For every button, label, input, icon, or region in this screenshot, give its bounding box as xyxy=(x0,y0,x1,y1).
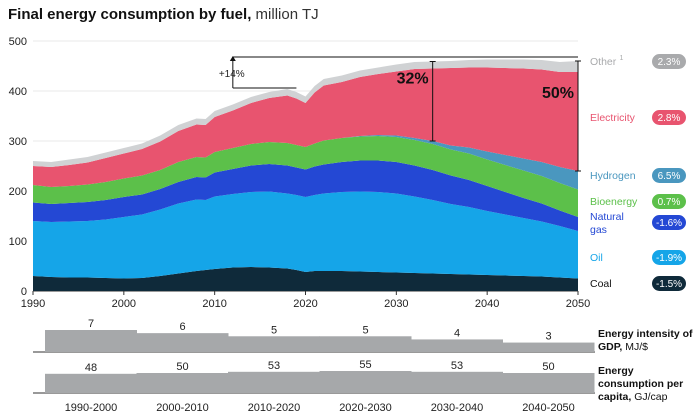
panel-bar-label: 6 xyxy=(179,321,185,333)
period-label: 1990-2000 xyxy=(65,402,118,414)
period-label: 2020-2030 xyxy=(339,402,392,414)
area-bioenergy xyxy=(33,136,578,217)
panel-label-per-capita-unit: GJ/cap xyxy=(634,391,668,403)
panel-label-intensity-unit: MJ/$ xyxy=(625,341,649,353)
panel-bar xyxy=(228,371,320,393)
area-natural-gas xyxy=(33,160,578,231)
panel-bar-label: 55 xyxy=(359,359,371,371)
x-tick-label: 2020 xyxy=(293,298,317,310)
area-oil xyxy=(33,191,578,279)
legend-badge xyxy=(652,194,686,209)
legend-label-other: Other xyxy=(590,56,617,68)
period-label: 2010-2020 xyxy=(248,402,301,414)
panel-label-intensity: Energy intensity of GDP, MJ/$ xyxy=(598,328,694,354)
legend-label-oil: Oil xyxy=(590,252,603,264)
x-tick-label: 2040 xyxy=(475,298,499,310)
x-tick-label: 2050 xyxy=(566,298,590,310)
legend-badge-value: 0.7% xyxy=(658,197,681,208)
y-tick-label: 300 xyxy=(9,136,27,148)
legend-badge-value: -1.6% xyxy=(656,218,682,229)
period-label: 2000-2010 xyxy=(156,402,209,414)
legend-footnote-other: 1 xyxy=(620,55,624,62)
legend-label-natural-gas: Natural xyxy=(590,211,624,223)
legend-badge-value: -1.5% xyxy=(656,279,682,290)
legend-badge-value: 6.5% xyxy=(658,171,681,182)
area-electricity xyxy=(33,67,578,187)
x-tick-label: 1990 xyxy=(21,298,45,310)
legend-badge xyxy=(652,276,686,291)
share-2050-label: 50% xyxy=(542,85,574,102)
legend-badge xyxy=(652,250,686,265)
y-tick-label: 0 xyxy=(21,286,27,298)
legend-badge xyxy=(652,110,686,125)
panel-bar-label: 50 xyxy=(176,361,188,373)
legend-badge-value: -1.9% xyxy=(656,253,682,264)
y-tick-label: 100 xyxy=(9,236,27,248)
panel-bar-label: 53 xyxy=(451,360,463,372)
legend-badge-value: 2.3% xyxy=(658,57,681,68)
period-label: 2040-2050 xyxy=(522,402,575,414)
x-tick-label: 2000 xyxy=(112,298,136,310)
panel-bar-label: 48 xyxy=(85,362,97,374)
panel-bar-label: 3 xyxy=(545,331,551,343)
panel-label-per-capita: Energy consumption per capita, GJ/cap xyxy=(598,365,694,404)
panel-bar xyxy=(136,333,229,352)
x-tick-label: 2030 xyxy=(384,298,408,310)
legend-label-coal: Coal xyxy=(590,278,612,290)
panel-bar-label: 5 xyxy=(271,324,277,336)
y-tick-label: 500 xyxy=(9,36,27,48)
panel-bar-label: 53 xyxy=(268,360,280,372)
legend-label-bioenergy: Bioenergy xyxy=(590,196,638,208)
panel-label-per-capita-text: Energy consumption per capita, xyxy=(598,365,684,403)
panel-label-intensity-text: Energy intensity of GDP, xyxy=(598,328,693,353)
share-2035-label: 32% xyxy=(397,70,429,87)
area-coal xyxy=(33,267,578,291)
panel-bar xyxy=(319,336,412,352)
y-tick-label: 400 xyxy=(9,86,27,98)
legend-badge xyxy=(652,54,686,69)
panel-bar xyxy=(411,371,503,393)
chart-title-unit: million TJ xyxy=(255,6,319,23)
panel-bar-label: 5 xyxy=(362,324,368,336)
panel-bar xyxy=(45,373,137,393)
legend-badge xyxy=(652,215,686,230)
period-label: 2030-2040 xyxy=(431,402,484,414)
y-tick-label: 200 xyxy=(9,186,27,198)
panel-bar xyxy=(228,336,320,352)
legend-label-hydrogen: Hydrogen xyxy=(590,170,636,182)
panel-bar xyxy=(411,339,503,352)
growth-arrow-icon xyxy=(229,56,236,61)
panel-bar-label: 50 xyxy=(542,361,554,373)
legend-label-electricity: Electricity xyxy=(590,112,636,124)
panel-bar xyxy=(502,342,595,352)
panel-bar-label: 4 xyxy=(454,327,460,339)
panel-bar xyxy=(45,330,137,352)
panel-bar xyxy=(319,371,412,393)
chart-title-main: Final energy consumption by fuel, xyxy=(8,6,252,23)
chart-title: Final energy consumption by fuel, millio… xyxy=(8,6,319,23)
legend-badge-value: 2.8% xyxy=(658,113,681,124)
panel-bar xyxy=(502,373,595,393)
growth-label: +14% xyxy=(219,69,245,80)
legend-label-natural-gas-2: gas xyxy=(590,224,607,236)
panel-bar-label: 7 xyxy=(88,318,94,330)
legend-badge xyxy=(652,168,686,183)
panel-bar xyxy=(136,373,229,393)
x-tick-label: 2010 xyxy=(202,298,226,310)
